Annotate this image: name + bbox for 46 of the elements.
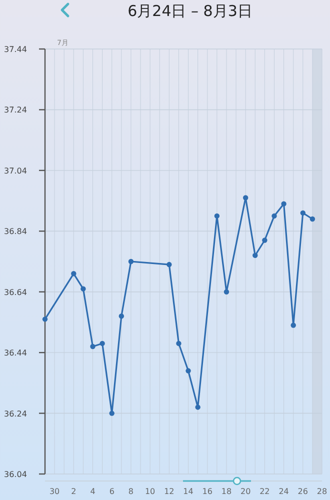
point [290, 322, 296, 328]
point [310, 216, 316, 222]
y-tick-label: 37.44 [4, 45, 27, 54]
y-tick-label: 36.04 [4, 470, 27, 479]
x-tick-label: 2 [71, 487, 76, 496]
x-tick-label: 16 [202, 487, 212, 496]
point [252, 252, 258, 258]
y-tick-label: 36.64 [4, 288, 27, 297]
x-tick-label: 22 [260, 487, 270, 496]
point [214, 213, 220, 219]
x-tick-label: 10 [144, 487, 156, 496]
x-tick-label: 12 [164, 487, 174, 496]
point [42, 316, 48, 322]
point [300, 210, 306, 216]
x-tick-label: 24 [278, 487, 289, 496]
point [166, 262, 172, 268]
point [272, 213, 277, 219]
x-tick-label: 28 [316, 487, 328, 496]
point [71, 271, 76, 276]
x-tick-label: 6 [109, 487, 114, 496]
x-tick-label: 18 [221, 487, 232, 496]
y-tick-label: 36.24 [4, 409, 27, 418]
point [176, 340, 182, 346]
point [195, 404, 200, 410]
point [224, 289, 230, 294]
point [109, 410, 114, 416]
point [90, 344, 96, 350]
x-tick-label: 26 [298, 487, 308, 496]
point [100, 340, 105, 346]
point [118, 314, 124, 319]
point [242, 195, 248, 200]
x-tick-label: 8 [128, 487, 134, 496]
y-tick-label: 37.04 [4, 166, 27, 176]
y-tick-label: 36.44 [4, 348, 27, 358]
point [80, 286, 86, 292]
y-tick-label: 37.24 [4, 106, 27, 115]
x-tick-label: 20 [240, 487, 251, 496]
point [262, 238, 268, 243]
point [281, 201, 286, 206]
x-tick-label: 4 [90, 487, 96, 496]
point [186, 368, 191, 374]
y-tick-label: 36.84 [4, 227, 27, 236]
point [128, 258, 134, 264]
x-tick-label: 14 [183, 487, 194, 496]
x-tick-label: 30 [49, 487, 60, 496]
chart-title: 6月24日 – 8月3日 [128, 2, 252, 20]
